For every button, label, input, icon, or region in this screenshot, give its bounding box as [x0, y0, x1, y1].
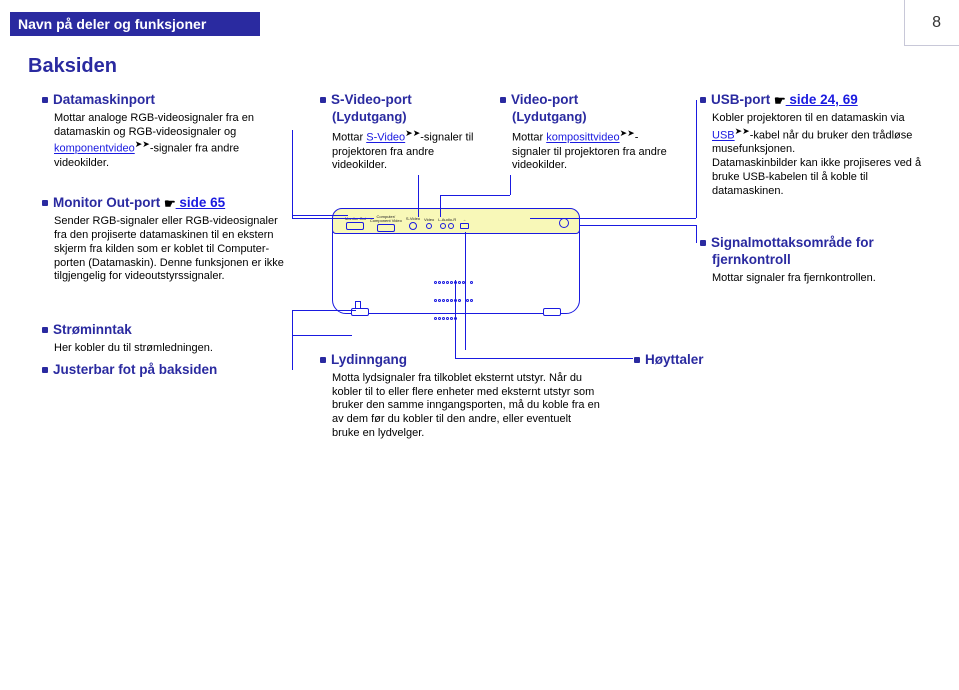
port-computer-video: Computer/ Component Video	[370, 215, 402, 232]
leader-line	[510, 175, 511, 195]
leader-line	[580, 225, 696, 226]
heading-hoyttaler: Høyttaler	[634, 352, 754, 369]
text-usb: Kobler projektoren til en datamaskin via…	[712, 112, 930, 157]
leader-line	[440, 195, 441, 217]
leader-line	[455, 280, 456, 358]
leader-line	[455, 358, 633, 359]
glossary-icon: ➤➤	[405, 128, 420, 138]
text-datamaskinport: Mottar analoge RGB-videosignaler fra en …	[54, 112, 292, 171]
text-videoport: Mottar komposittvideo➤➤-signaler til pro…	[512, 128, 670, 173]
link-side-24-69[interactable]: side 24, 69	[786, 92, 858, 107]
leader-line	[440, 195, 510, 196]
link-komponentvideo[interactable]: komponentvideo	[54, 143, 135, 155]
page-number: 8	[932, 14, 941, 32]
port-audio: L-Audio-R	[438, 218, 456, 229]
heading-strominntak: Strøminntak	[42, 322, 292, 339]
port-video: Video	[424, 218, 434, 229]
link-komposittvideo[interactable]: komposittvideo	[546, 132, 619, 144]
leader-line	[292, 130, 293, 218]
text-strominntak: Her kobler du til strømledningen.	[54, 342, 292, 356]
heading-lydinngang: Lydinngang	[320, 352, 600, 369]
foot-right	[543, 308, 561, 316]
leader-line	[580, 218, 696, 219]
leader-line	[292, 335, 293, 369]
leader-line	[292, 215, 348, 216]
text-monitor-out: Sender RGB-signaler eller RGB-videosigna…	[54, 215, 292, 284]
leader-line	[292, 369, 293, 370]
hand-icon: ☛	[774, 93, 786, 109]
hand-icon: ☛	[164, 196, 176, 212]
glossary-icon: ➤➤	[620, 128, 635, 138]
port-panel: Monitor Out Computer/ Component Video S-…	[332, 208, 580, 234]
leader-line	[292, 335, 352, 336]
text-usb-2: Datamaskinbilder kan ikke projiseres ved…	[712, 157, 930, 198]
heading-svideo: S-Video-port	[320, 92, 480, 109]
heading-videoport-sub: (Lydutgang)	[512, 109, 670, 125]
heading-svideo-sub: (Lydutgang)	[332, 109, 480, 125]
leader-line	[465, 232, 466, 350]
title-bar: Navn på deler og funksjoner	[10, 12, 260, 36]
link-side-65[interactable]: side 65	[176, 195, 226, 210]
leader-line	[292, 218, 374, 219]
leader-line	[696, 225, 697, 243]
heading-signalmottak-2: fjernkontroll	[712, 252, 930, 269]
heading-datamaskinport: Datamaskinport	[42, 92, 292, 109]
heading-signalmottak: Signalmottaksområde for	[700, 235, 930, 252]
glossary-icon: ➤➤	[735, 126, 750, 136]
leader-line	[530, 218, 580, 219]
page-number-box: 8	[904, 0, 959, 46]
port-svideo: S-Video	[406, 217, 420, 230]
text-svideo: Mottar S-Video➤➤-signaler til projektore…	[332, 128, 480, 173]
leader-line	[292, 310, 356, 311]
heading-usb: USB-port ☛ side 24, 69	[700, 92, 930, 109]
subtitle: Baksiden	[28, 55, 117, 78]
port-usb: ←	[460, 218, 469, 229]
link-usb[interactable]: USB	[712, 130, 735, 142]
text-lydinngang: Motta lydsignaler fra tilkoblet eksternt…	[332, 372, 600, 441]
projector-diagram: Monitor Out Computer/ Component Video S-…	[332, 208, 580, 336]
heading-videoport: Video-port	[500, 92, 670, 109]
text-signalmottak: Mottar signaler fra fjernkontrollen.	[712, 272, 930, 286]
heading-justerbar-fot: Justerbar fot på baksiden	[42, 362, 292, 379]
ir-receiver	[559, 218, 569, 228]
leader-line	[418, 175, 419, 217]
glossary-icon: ➤➤	[135, 139, 150, 149]
link-svideo[interactable]: S-Video	[366, 132, 405, 144]
leader-line	[292, 218, 293, 219]
leader-line	[696, 100, 697, 218]
projector-body	[332, 222, 580, 314]
heading-monitor-out: Monitor Out-port ☛ side 65	[42, 195, 292, 212]
